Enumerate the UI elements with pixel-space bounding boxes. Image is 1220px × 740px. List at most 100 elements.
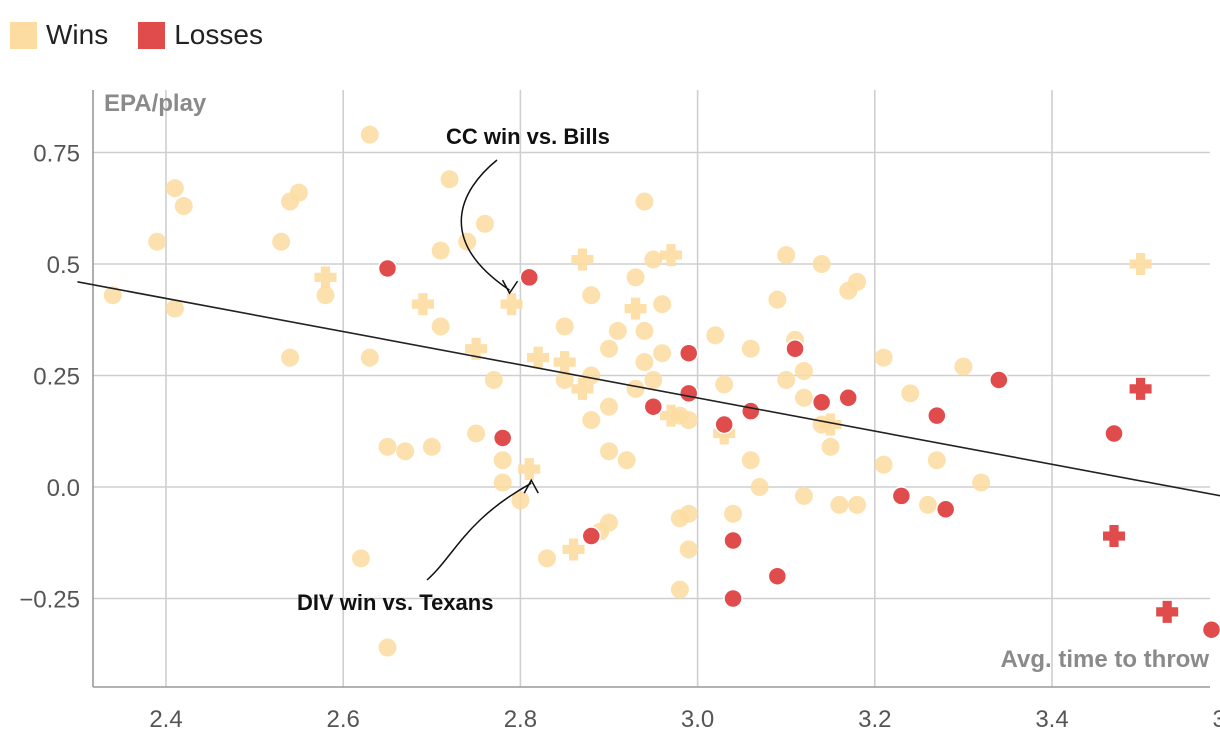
win-plus-point [562,538,585,561]
win-point [954,357,973,376]
win-point [794,486,813,505]
win-point [600,339,618,358]
y-tick-label: 0.0 [47,475,80,502]
loss-point [723,530,743,551]
legend: Wins Losses [10,18,293,52]
legend-item-wins[interactable]: Wins [10,19,108,51]
win-point [396,442,415,461]
win-plus-point [660,404,683,427]
x-tick-label: 2.6 [327,706,360,733]
win-plus-point [411,293,434,316]
loss-plus-point [1103,525,1126,548]
win-point [715,375,734,394]
y-tick-label: −0.25 [19,587,80,614]
data-points [103,125,1220,657]
win-point [493,451,512,470]
win-point [635,192,654,211]
annotation-cc-win-bills: CC win vs. Bills [446,124,610,149]
win-point [644,370,663,389]
y-axis-label: EPA/play [104,90,207,117]
win-point [653,295,672,314]
win-point [148,232,167,251]
win-point [289,183,308,202]
win-point [874,455,893,474]
win-point [608,321,627,340]
win-point [679,411,698,430]
win-plus-point [314,266,337,289]
loss-point [927,405,947,426]
x-tick-label: 3.0 [681,706,714,733]
y-tick-label: 0.5 [47,252,80,279]
win-point [653,344,672,363]
gridlines [93,90,1210,687]
win-point [458,232,477,251]
win-point [679,504,698,523]
win-point [706,326,725,345]
win-point [431,241,450,260]
loss-point [838,388,858,408]
win-point [422,437,441,456]
loss-point [492,428,513,448]
win-point [972,473,991,492]
win-plus-point [660,244,683,267]
win-point [874,348,893,367]
win-point [600,513,618,532]
axes: 2.42.62.83.03.23.43.63.80.750.50.250.0−0… [19,90,1220,733]
win-plus-point [1129,253,1152,275]
win-point [848,495,867,514]
win-plus-point [571,248,594,271]
win-point [378,638,397,657]
win-point [600,397,618,416]
loss-point [678,343,699,363]
win-point [768,290,787,309]
win-point [626,268,645,287]
win-plus-point [624,297,647,320]
annotation-arrowhead-cc [501,279,519,295]
y-tick-label: 0.25 [33,364,80,391]
annotation-arrow-cc [460,159,510,291]
annotations: CC win vs. Bills DIV win vs. Texans [297,124,610,615]
win-point [741,451,760,470]
x-tick-label: 3.4 [1035,706,1068,733]
loss-point [723,588,743,609]
win-point [600,442,618,461]
trend-line-group [77,281,1220,497]
win-point [812,255,831,273]
win-point [644,250,663,269]
win-point [794,388,813,407]
loss-point [811,392,832,413]
win-point [918,495,937,514]
win-point [360,348,379,367]
loss-point [519,267,540,288]
loss-point [581,526,602,546]
win-point [360,125,379,144]
win-point [281,348,300,367]
win-point [582,411,601,430]
win-point [351,549,370,568]
win-point [555,370,574,389]
loss-point [989,370,1009,390]
loss-point [767,566,788,586]
win-point [467,424,486,443]
win-point [670,580,689,599]
annotation-arrowhead-div [523,478,539,494]
win-point [777,246,796,265]
legend-swatch-losses [138,21,166,49]
win-point [794,362,813,381]
win-plus-point [571,377,594,400]
legend-label-wins: Wins [46,19,109,50]
win-point [440,170,459,189]
legend-item-losses[interactable]: Losses [138,19,263,51]
win-point [174,197,193,216]
loss-point [643,396,664,417]
win-point [821,437,840,456]
win-point [431,317,450,336]
x-tick-label: 3.6 [1213,706,1220,733]
win-point [635,353,654,372]
loss-point [1201,619,1220,640]
annotation-div-win-texans: DIV win vs. Texans [297,590,493,615]
win-point [617,451,636,470]
loss-point [714,414,734,435]
win-point [635,321,654,340]
